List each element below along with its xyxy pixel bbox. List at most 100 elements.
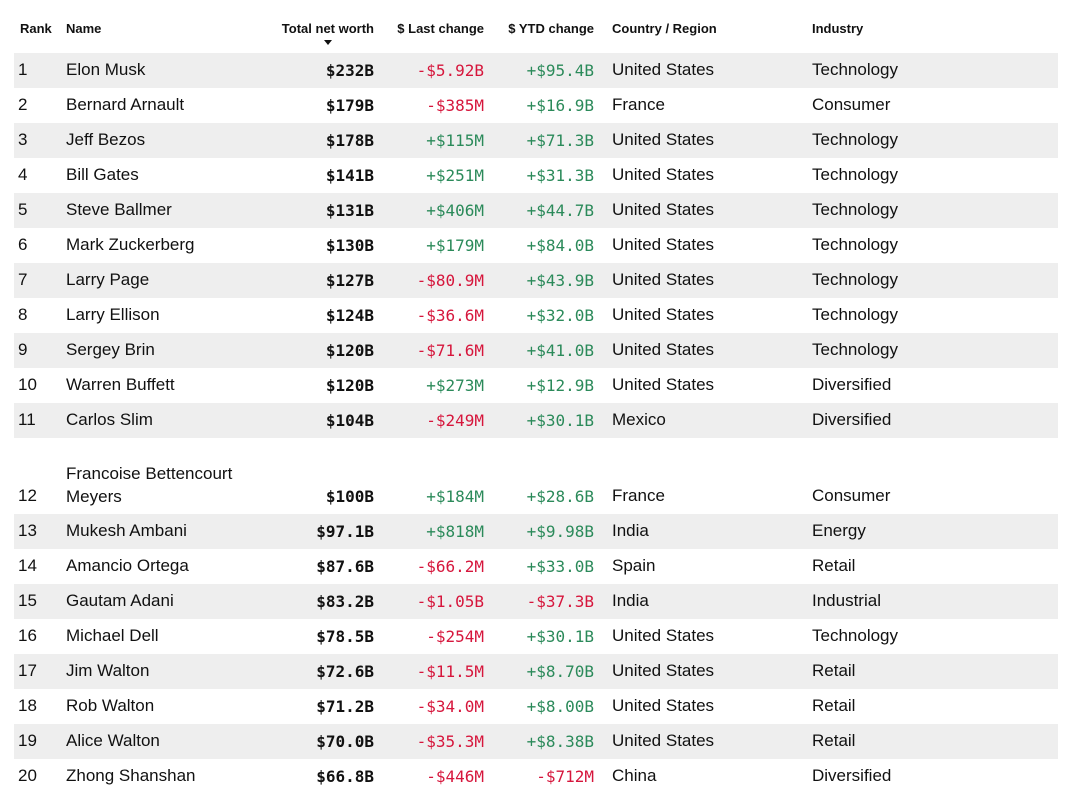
table-header: Rank Name Total net worth $ Last change … [14, 14, 1058, 53]
name-cell[interactable]: Bill Gates [60, 158, 270, 193]
last-change-cell: +$406M [380, 193, 490, 228]
industry-cell: Technology [800, 333, 1058, 368]
name-cell[interactable]: Carlos Slim [60, 403, 270, 438]
country-cell: Spain [600, 549, 800, 584]
header-industry[interactable]: Industry [800, 14, 1058, 53]
last-change-cell: -$71.6M [380, 333, 490, 368]
rank-cell: 20 [14, 759, 60, 794]
name-cell[interactable]: Zhong Shanshan [60, 759, 270, 794]
name-cell[interactable]: Alice Walton [60, 724, 270, 759]
name-cell[interactable]: Bernard Arnault [60, 88, 270, 123]
ytd-change-cell: -$37.3B [490, 584, 600, 619]
name-cell[interactable]: Elon Musk [60, 53, 270, 89]
ytd-change-cell: +$30.1B [490, 403, 600, 438]
net-worth-cell: $104B [270, 403, 380, 438]
last-change-cell: -$1.05B [380, 584, 490, 619]
industry-cell: Technology [800, 123, 1058, 158]
header-rank[interactable]: Rank [14, 14, 60, 53]
last-change-cell: +$251M [380, 158, 490, 193]
name-cell[interactable]: Michael Dell [60, 619, 270, 654]
rank-cell: 7 [14, 263, 60, 298]
net-worth-cell: $141B [270, 158, 380, 193]
country-cell: United States [600, 619, 800, 654]
chevron-down-icon [324, 40, 332, 45]
ytd-change-cell: +$9.98B [490, 514, 600, 549]
rank-cell: 12 [14, 438, 60, 514]
country-cell: United States [600, 228, 800, 263]
rank-cell: 5 [14, 193, 60, 228]
name-cell[interactable]: Mark Zuckerberg [60, 228, 270, 263]
name-cell[interactable]: Warren Buffett [60, 368, 270, 403]
name-cell[interactable]: Rob Walton [60, 689, 270, 724]
country-cell: United States [600, 123, 800, 158]
industry-cell: Retail [800, 689, 1058, 724]
ytd-change-cell: +$28.6B [490, 438, 600, 514]
name-cell[interactable]: Gautam Adani [60, 584, 270, 619]
rank-cell: 18 [14, 689, 60, 724]
header-total-net-worth[interactable]: Total net worth [270, 14, 380, 53]
name-cell[interactable]: Sergey Brin [60, 333, 270, 368]
name-cell[interactable]: Mukesh Ambani [60, 514, 270, 549]
header-ytd-label: $ YTD change [496, 14, 594, 36]
country-cell: United States [600, 53, 800, 89]
name-cell[interactable]: Larry Ellison [60, 298, 270, 333]
name-cell[interactable]: Larry Page [60, 263, 270, 298]
header-country-region[interactable]: Country / Region [600, 14, 800, 53]
last-change-cell: -$254M [380, 619, 490, 654]
ytd-change-cell: +$8.00B [490, 689, 600, 724]
name-cell[interactable]: Jim Walton [60, 654, 270, 689]
header-row: Rank Name Total net worth $ Last change … [14, 14, 1058, 53]
ytd-change-cell: +$95.4B [490, 53, 600, 89]
header-ytd-change[interactable]: $ YTD change [490, 14, 600, 53]
industry-cell: Diversified [800, 403, 1058, 438]
country-cell: United States [600, 193, 800, 228]
header-name[interactable]: Name [60, 14, 270, 53]
last-change-cell: +$179M [380, 228, 490, 263]
name-cell[interactable]: Jeff Bezos [60, 123, 270, 158]
last-change-cell: -$385M [380, 88, 490, 123]
industry-cell: Technology [800, 228, 1058, 263]
header-country-label: Country / Region [612, 14, 794, 36]
industry-cell: Consumer [800, 88, 1058, 123]
header-rank-label: Rank [20, 14, 54, 36]
country-cell: Mexico [600, 403, 800, 438]
ytd-change-cell: +$8.70B [490, 654, 600, 689]
header-last-change[interactable]: $ Last change [380, 14, 490, 53]
ytd-change-cell: +$84.0B [490, 228, 600, 263]
name-cell[interactable]: Francoise Bettencourt Meyers [60, 438, 270, 514]
net-worth-cell: $179B [270, 88, 380, 123]
net-worth-cell: $83.2B [270, 584, 380, 619]
ytd-change-cell: +$16.9B [490, 88, 600, 123]
industry-cell: Retail [800, 724, 1058, 759]
rank-cell: 13 [14, 514, 60, 549]
rank-cell: 19 [14, 724, 60, 759]
net-worth-cell: $97.1B [270, 514, 380, 549]
last-change-cell: +$273M [380, 368, 490, 403]
name-cell[interactable]: Amancio Ortega [60, 549, 270, 584]
country-cell: United States [600, 298, 800, 333]
industry-cell: Technology [800, 619, 1058, 654]
name-cell[interactable]: Steve Ballmer [60, 193, 270, 228]
